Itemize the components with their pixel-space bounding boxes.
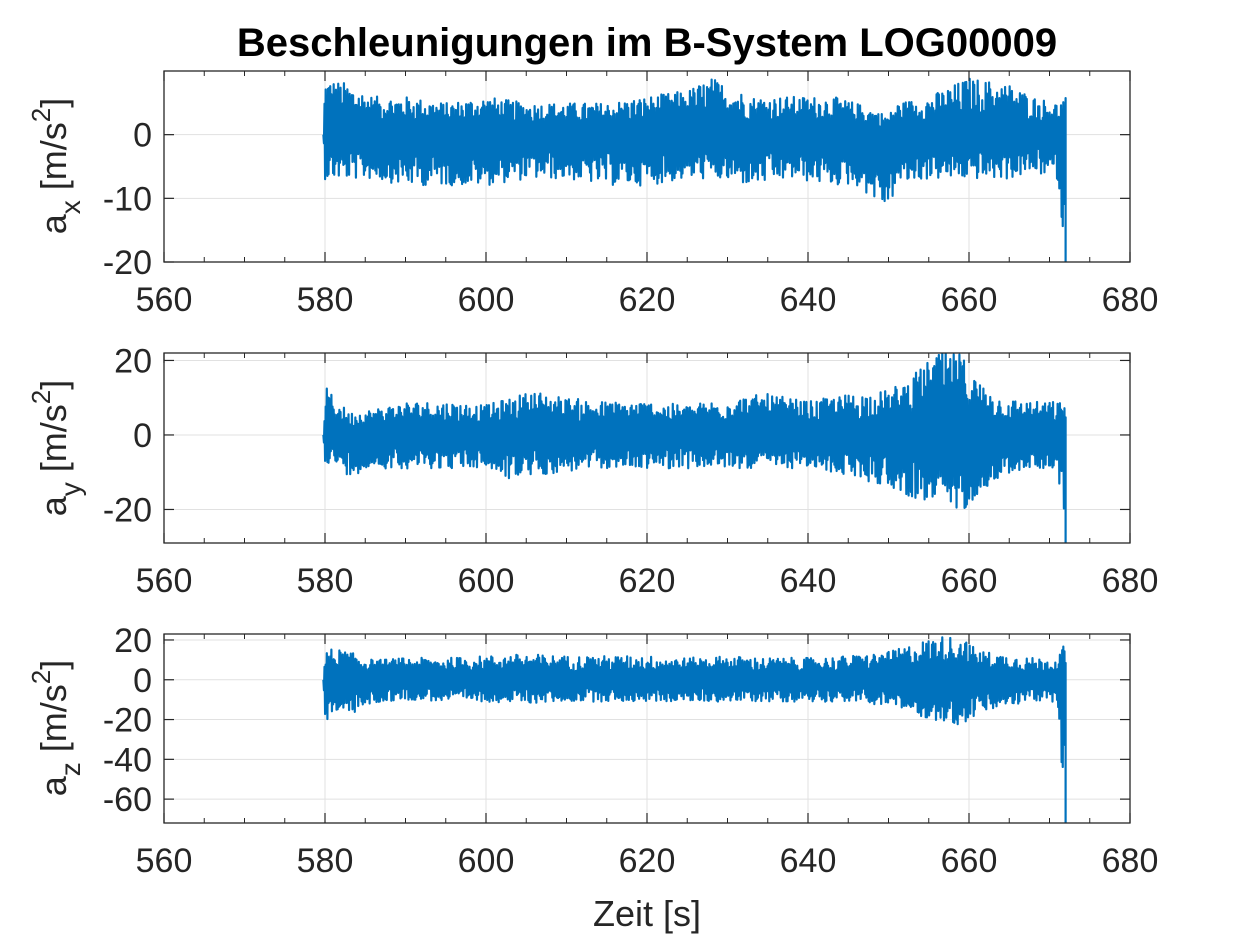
y-tick-label: -20 xyxy=(103,244,152,282)
y-tick-label: -20 xyxy=(103,702,152,740)
y-axis-label-unit: [m/s xyxy=(33,122,74,200)
y-tick-label: 20 xyxy=(114,342,152,380)
x-tick-label: 600 xyxy=(458,562,515,600)
y-axis-label-unit: [m/s xyxy=(33,684,74,762)
x-tick-label: 620 xyxy=(619,562,676,600)
x-tick-label: 580 xyxy=(297,562,354,600)
subplot-ay: 560 580 600 620 640 660 680 -20 0 20 ay [m/s2] xyxy=(26,342,1158,600)
y-axis-label: ax [m/s2] xyxy=(26,98,86,235)
y-axis-label-sup: 2 xyxy=(26,108,56,122)
x-tick-label: 560 xyxy=(136,281,193,319)
y-axis-label-close: ] xyxy=(33,98,74,108)
subplot-ax: 560 580 600 620 640 660 680 -20 -10 0 ax [m/s2] xyxy=(26,70,1159,319)
y-tick-label: 0 xyxy=(133,117,152,155)
y-axis-label-sup: 2 xyxy=(26,670,56,684)
y-axis-label-sub: z xyxy=(55,762,86,776)
y-axis-label: ay [m/s2] xyxy=(26,380,86,517)
x-tick-label: 580 xyxy=(297,842,354,880)
y-axis-label-sup: 2 xyxy=(26,390,56,404)
chart-title: Beschleunigungen im B-System LOG00009 xyxy=(237,21,1057,65)
y-axis-label-sub: x xyxy=(55,200,86,214)
x-tick-label: 600 xyxy=(458,281,515,319)
x-axis-label: Zeit [s] xyxy=(593,893,701,934)
y-tick-label: 0 xyxy=(133,417,152,455)
y-axis-label-base: a xyxy=(33,775,74,796)
x-tick-label: 560 xyxy=(136,562,193,600)
y-axis-label-base: a xyxy=(33,213,74,234)
x-tick-label: 640 xyxy=(780,281,837,319)
x-tick-label: 680 xyxy=(1102,281,1159,319)
y-axis-label-close: ] xyxy=(33,660,74,670)
x-tick-label: 600 xyxy=(458,842,515,880)
y-axis-label: az [m/s2] xyxy=(26,660,86,797)
x-tick-label: 580 xyxy=(297,281,354,319)
y-axis-label-base: a xyxy=(33,495,74,516)
x-tick-label: 620 xyxy=(619,281,676,319)
y-tick-label: 0 xyxy=(133,662,152,700)
y-axis-label-unit: [m/s xyxy=(33,404,74,482)
x-tick-label: 660 xyxy=(941,281,998,319)
x-tick-label: 680 xyxy=(1102,562,1159,600)
x-tick-label: 560 xyxy=(136,842,193,880)
y-tick-label: -40 xyxy=(103,741,152,779)
x-tick-label: 680 xyxy=(1102,842,1159,880)
x-tick-label: 660 xyxy=(941,562,998,600)
y-axis-label-sub: y xyxy=(55,482,86,496)
y-tick-label: -20 xyxy=(103,491,152,529)
x-tick-label: 620 xyxy=(619,842,676,880)
x-tick-label: 660 xyxy=(941,842,998,880)
y-tick-label: 20 xyxy=(114,622,152,660)
y-tick-label: -10 xyxy=(103,180,152,218)
x-tick-label: 640 xyxy=(780,842,837,880)
y-axis-label-close: ] xyxy=(33,380,74,390)
series-line-0 xyxy=(322,353,1067,543)
y-tick-label: -60 xyxy=(103,781,152,819)
series-line-0 xyxy=(322,636,1067,823)
x-tick-label: 640 xyxy=(780,562,837,600)
series-line-0 xyxy=(322,77,1067,262)
